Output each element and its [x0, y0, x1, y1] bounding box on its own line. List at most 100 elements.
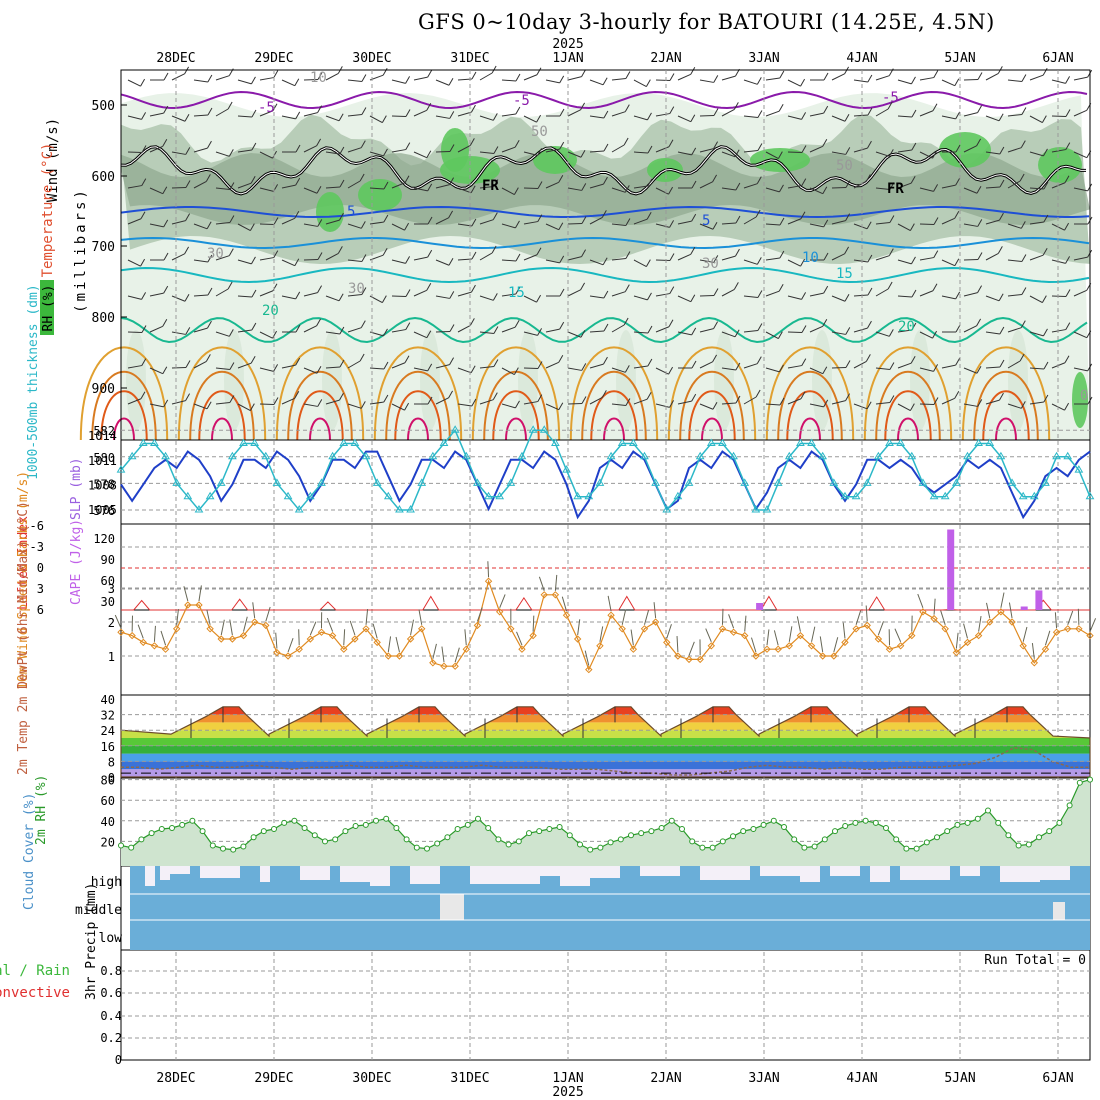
contour-5: [120, 205, 1090, 219]
wind-barb: [259, 187, 274, 192]
wind-barb: [699, 259, 714, 263]
precip-total-rain-label: Total / Rain: [0, 963, 70, 979]
wind-barb-feather: [581, 69, 587, 77]
wind-barb: [567, 109, 581, 117]
wind-speed-point: [729, 628, 738, 636]
wind-barb-feather: [955, 324, 961, 333]
wind-barb: [435, 364, 450, 369]
wind-barb: [831, 115, 846, 122]
cloud-high-gap: [560, 866, 590, 886]
wind-barb-feather: [558, 222, 564, 230]
rh-point: [781, 823, 787, 830]
wind-barb-feather: [865, 174, 871, 182]
wind-barb-feather: [999, 146, 1005, 155]
wind-barb-feather: [229, 215, 235, 223]
wind-barb-feather: [823, 399, 829, 408]
wind-barb-feather: [690, 294, 696, 302]
rh-point: [220, 845, 226, 852]
wind-barb-feather: [910, 175, 916, 184]
rh-point: [913, 845, 920, 852]
wind-barb: [699, 361, 713, 369]
contour-warm-arch: [91, 370, 157, 441]
wind-barb-feather: [359, 353, 365, 362]
wind-barb-10m: [865, 605, 868, 622]
wind-speed-point: [741, 631, 749, 640]
wind-speed-point: [462, 645, 470, 653]
thickness-point: [896, 438, 906, 446]
thickness-point: [439, 438, 449, 446]
temp-band: [121, 761, 1090, 770]
wind-barb: [787, 218, 802, 225]
thickness-point: [239, 438, 248, 446]
thickness-point: [907, 451, 917, 460]
wind-barb-feather: [669, 220, 675, 228]
wind-barb-feather: [845, 360, 851, 368]
thickness-point: [818, 451, 828, 460]
wind-barb: [347, 147, 362, 153]
thickness-point: [272, 478, 282, 486]
wind-barb-10m: [343, 629, 346, 646]
thickness-point: [706, 438, 716, 446]
wind-barb-feather: [800, 211, 806, 220]
wind-barb: [941, 259, 955, 267]
rh-band-dark: [121, 153, 1090, 225]
rh-point: [362, 821, 369, 828]
wind-barb: [611, 187, 626, 193]
wind-barb-10m: [721, 608, 724, 625]
wind-barb: [743, 115, 758, 118]
thickness-point: [506, 478, 516, 486]
rh-point: [750, 826, 757, 833]
wind-barb-feather: [625, 218, 631, 226]
wind-barb-feather: [647, 358, 653, 367]
wind-barb-10m: [978, 615, 982, 632]
wind-barb: [875, 108, 889, 117]
panel-frame-slp: [120, 439, 1091, 525]
wind-barb-feather: [405, 322, 411, 330]
wind-barb: [479, 399, 494, 405]
wind-barb-feather: [251, 256, 256, 265]
wind-barb-feather: [977, 72, 983, 80]
wind-barb-10m: [561, 596, 567, 612]
wind-barb: [611, 403, 626, 406]
wind-barb-10m: [773, 630, 779, 646]
cloud-high-gap: [830, 866, 860, 876]
wind-barb-feather: [382, 247, 388, 256]
wind-barb: [655, 187, 669, 195]
contour-warm-arch: [786, 390, 834, 441]
wind-barb: [215, 151, 230, 157]
wind-barb-feather: [954, 391, 960, 399]
wind-barb-feather: [822, 366, 828, 374]
wind-barb-feather: [690, 67, 696, 75]
cape-axis-label: CAPE (J/kg): [69, 519, 84, 605]
wind-barb-feather: [383, 214, 389, 223]
thickness-point: [317, 478, 326, 486]
wind-barb-10m: [728, 614, 735, 629]
wind-barb: [501, 403, 516, 409]
bottom-date-label: 29DEC: [254, 1071, 293, 1086]
wind-barb-feather: [360, 401, 366, 409]
wind-barb: [149, 223, 164, 228]
top-year-label: 2025: [552, 37, 583, 52]
wind-barb-feather: [691, 147, 697, 156]
contour-warm-arch: [385, 370, 451, 441]
slp-tick-label: 1008: [88, 478, 117, 492]
wind-speed-point: [362, 625, 370, 633]
wind-barb: [545, 259, 560, 264]
thickness-point: [940, 491, 950, 500]
wind-speed-point: [863, 621, 871, 630]
wind-barb-feather: [492, 293, 498, 301]
rh-point: [689, 838, 696, 845]
wind-barb: [677, 73, 691, 81]
rh-point: [383, 815, 390, 822]
temperature-side-label: Temperature (°C): [40, 143, 56, 278]
wind-barb-feather: [471, 251, 477, 260]
thickness-point: [740, 478, 750, 486]
wind-barb: [633, 331, 649, 334]
wind-barb-feather: [624, 284, 630, 292]
rh-high-blob: [939, 132, 991, 168]
rh-point: [760, 821, 767, 828]
wind-barb-feather: [823, 105, 829, 114]
wind-barb: [567, 151, 582, 158]
wind-barb-feather: [955, 144, 961, 153]
wind-speed-point: [384, 652, 393, 660]
